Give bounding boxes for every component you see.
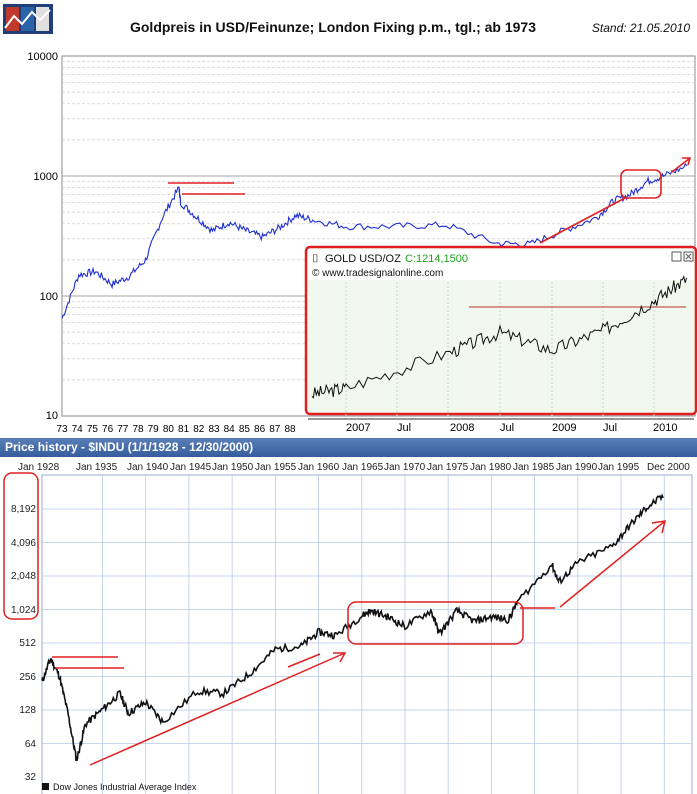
inset-x-tick: 2010 [653, 422, 677, 434]
gold-x-tick: 87 [269, 424, 281, 435]
indu-x-tick: Jan 1970 [384, 462, 426, 473]
gold-x-tick: 73 [56, 424, 68, 435]
gold-x-tick: 74 [72, 424, 84, 435]
gold-price-line [61, 162, 688, 319]
inset-x-tick: Jul [397, 422, 411, 434]
inset-x-tick: 2008 [450, 422, 474, 434]
gold-x-tick: 88 [284, 424, 296, 435]
gold-x-tick: 86 [254, 424, 266, 435]
indu-x-tick: Dec 2000 [647, 462, 690, 473]
gold-x-tick: 81 [178, 424, 190, 435]
indu-x-tick: Jan 1975 [427, 462, 469, 473]
gold-x-tick: 76 [102, 424, 114, 435]
inset-settings-icon[interactable] [671, 251, 682, 262]
logo-icon [3, 4, 53, 34]
inset-x-tick: Jul [603, 422, 617, 434]
inset-x-tick: 2007 [346, 422, 370, 434]
gold-x-tick: 85 [239, 424, 251, 435]
inset-title: GOLD USD/OZ [325, 253, 401, 265]
inset-price-line [311, 275, 688, 399]
indu-x-axis: Jan 1928 Jan 1935 Jan 1940 Jan 1945 Jan … [18, 462, 690, 473]
gold-inset-chart: ⌷ GOLD USD/OZ C:1214,1500 © www.tradesig… [304, 245, 697, 434]
gold-x-tick: 80 [163, 424, 175, 435]
gold-x-tick: 84 [224, 424, 236, 435]
gold-y-axis: 10000 1000 100 10 [27, 51, 58, 422]
gold-x-tick: 75 [87, 424, 99, 435]
indu-y-tick: 4,096 [11, 538, 36, 549]
indu-annotations [3, 472, 667, 766]
indu-y-tick: 1,024 [11, 605, 36, 616]
indu-plot-area [41, 474, 693, 794]
legend-swatch-icon [42, 783, 49, 790]
indu-y-tick: 256 [19, 672, 36, 683]
gold-chart-panel: Goldpreis in USD/Feinunze; London Fixing… [3, 4, 697, 435]
indu-chart: Jan 1928 Jan 1935 Jan 1940 Jan 1945 Jan … [0, 457, 697, 794]
indu-y-tick: 2,048 [11, 571, 36, 582]
indu-x-tick: Jan 1928 [18, 462, 60, 473]
indu-x-tick: Jan 1960 [298, 462, 340, 473]
indu-x-tick: Jan 1990 [556, 462, 598, 473]
indu-x-tick: Jan 1935 [76, 462, 118, 473]
indu-x-tick: Jan 1945 [170, 462, 212, 473]
gold-x-tick: 79 [148, 424, 160, 435]
inset-close-icon[interactable] [683, 251, 694, 262]
indu-x-tick: Jan 1965 [342, 462, 384, 473]
gold-chart-date: Stand: 21.05.2010 [592, 21, 690, 35]
indu-y-tick: 64 [25, 739, 37, 750]
gold-y-tick: 100 [40, 291, 58, 303]
indu-y-tick: 8,192 [11, 504, 36, 515]
indu-y-tick: 512 [19, 638, 36, 649]
indu-x-tick: Jan 1950 [212, 462, 254, 473]
indu-x-tick: Jan 1995 [598, 462, 640, 473]
gold-x-tick: 82 [193, 424, 205, 435]
indu-x-tick: Jan 1980 [470, 462, 512, 473]
indu-gridlines [42, 475, 692, 794]
gold-chart-title: Goldpreis in USD/Feinunze; London Fixing… [130, 19, 536, 35]
gold-x-tick: 83 [208, 424, 220, 435]
indu-y-tick: 128 [19, 705, 36, 716]
indu-chart-panel: Price history - $INDU (1/1/1928 - 12/30/… [0, 438, 697, 794]
indu-header: Price history - $INDU (1/1/1928 - 12/30/… [0, 438, 697, 457]
inset-symbol-icon: ⌷ [312, 253, 319, 265]
inset-close-value: C:1214,1500 [405, 253, 468, 265]
gold-x-tick: 77 [117, 424, 129, 435]
indu-legend-label: Dow Jones Industrial Average Index [53, 782, 197, 792]
inset-x-tick: 2009 [552, 422, 576, 434]
inset-source: © www.tradesignalonline.com [312, 268, 443, 279]
indu-x-tick: Jan 1940 [127, 462, 169, 473]
indu-x-tick: Jan 1955 [255, 462, 297, 473]
gold-annotations [168, 157, 692, 244]
gold-y-tick: 1000 [34, 171, 58, 183]
gold-x-tick: 78 [132, 424, 144, 435]
gold-y-tick: 10 [46, 410, 58, 422]
inset-x-tick: Jul [500, 422, 514, 434]
gold-y-tick: 10000 [27, 51, 58, 63]
indu-y-axis: 8,192 4,096 2,048 1,024 512 256 128 64 3… [11, 504, 36, 783]
gold-x-axis: 73 74 75 76 77 78 79 80 81 82 83 84 85 86 87 88 [56, 424, 296, 435]
indu-x-tick: Jan 1985 [513, 462, 555, 473]
indu-y-tick: 32 [25, 772, 37, 783]
